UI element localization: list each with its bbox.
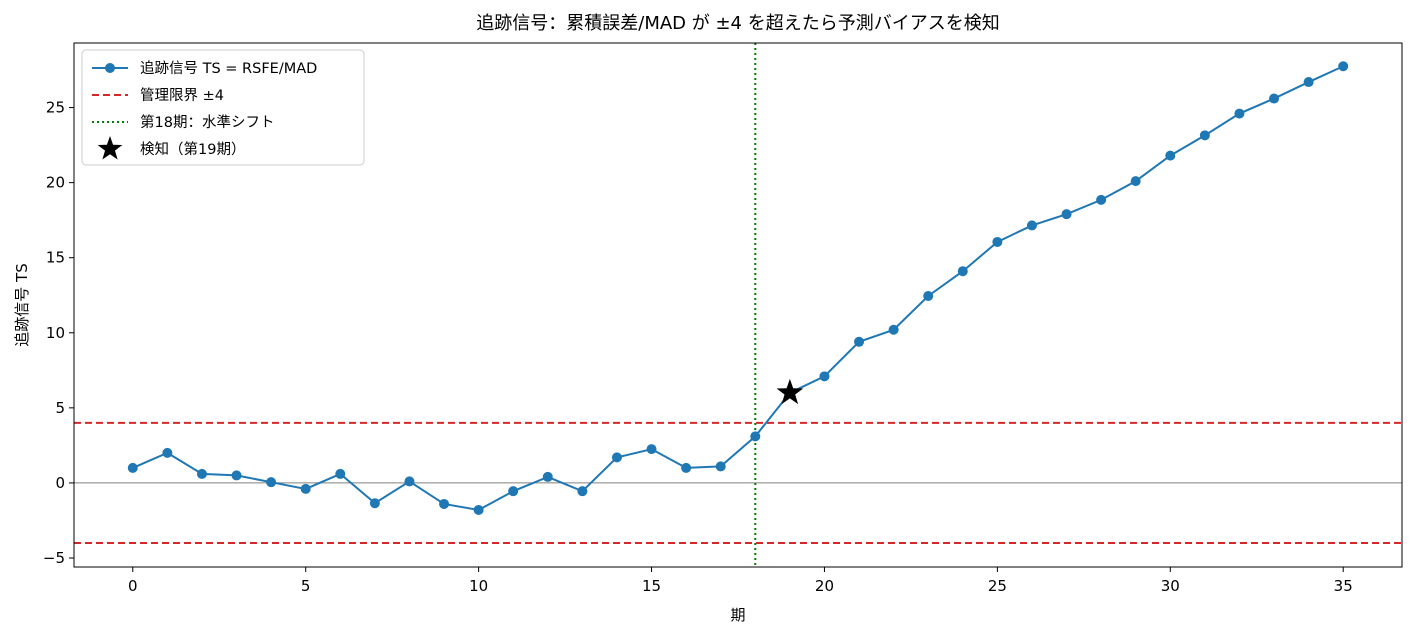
data-point [646,444,657,455]
data-point [888,324,899,335]
legend-box [81,49,365,166]
legend-marker-detect [97,136,123,160]
data-point [473,504,484,515]
legend-marker-series [105,63,115,73]
data-point [1026,220,1037,231]
x-tick-label: 30 [1161,577,1180,595]
data-point [1234,108,1245,119]
data-point [196,468,207,479]
data-point [1165,150,1176,161]
chart-title: 追跡信号：累積誤差/MAD が ±4 を超えたら予測バイアスを検知 [476,13,999,34]
y-tick-label: −5 [43,549,65,567]
x-tick-label: 25 [988,577,1007,595]
data-point [854,336,865,347]
data-point [1303,77,1314,88]
x-tick-label: 20 [815,577,834,595]
y-tick-label: 15 [46,249,65,267]
legend: 追跡信号 TS = RSFE/MAD 管理限界 ±4 第18期：水準シフト 検知… [81,49,365,166]
data-point [439,498,450,509]
plot-frame [73,42,1403,568]
data-point [266,477,277,488]
y-axis-label: 追跡信号 TS [13,263,31,346]
data-point [577,486,588,497]
y-tick-label: 5 [55,399,65,417]
data-point [957,266,968,277]
series-line [132,65,1344,511]
data-point [1199,130,1210,141]
data-point [1061,209,1072,220]
x-axis-label: 期 [730,606,745,624]
data-point [923,290,934,301]
x-tick-label: 5 [301,577,311,595]
y-tick-label: 25 [46,99,65,117]
data-point [1130,176,1141,187]
data-point [162,447,173,458]
data-point [1338,61,1349,72]
data-point [681,462,692,473]
data-point [369,498,380,509]
legend-label-limit: 管理限界 ±4 [140,87,224,104]
data-point [127,462,138,473]
data-point [300,483,311,494]
data-point [231,470,242,481]
data-point [508,486,519,497]
data-point [992,236,1003,247]
detection-star-marker [776,378,804,405]
x-tick-label: 35 [1334,577,1353,595]
x-tick-label: 0 [128,577,138,595]
plot-area [74,43,1402,567]
data-point [611,452,622,463]
x-tick-label: 15 [642,577,661,595]
data-point [819,371,830,382]
data-point [750,431,761,442]
data-point [404,476,415,487]
legend-label-series: 追跡信号 TS = RSFE/MAD [140,60,317,77]
y-tick-label: 10 [46,324,65,342]
data-point [1096,194,1107,205]
axis-ticks: 0 5 10 15 20 25 30 35 −5 0 5 10 15 20 25 [43,99,1353,595]
y-tick-label: 0 [55,474,65,492]
data-point [542,471,553,482]
data-point [715,461,726,472]
data-point [335,468,346,479]
data-point [1269,93,1280,104]
x-tick-label: 10 [469,577,488,595]
legend-label-detect: 検知（第19期） [140,140,245,158]
legend-label-shift: 第18期：水準シフト [140,113,274,131]
y-tick-label: 20 [46,174,65,192]
